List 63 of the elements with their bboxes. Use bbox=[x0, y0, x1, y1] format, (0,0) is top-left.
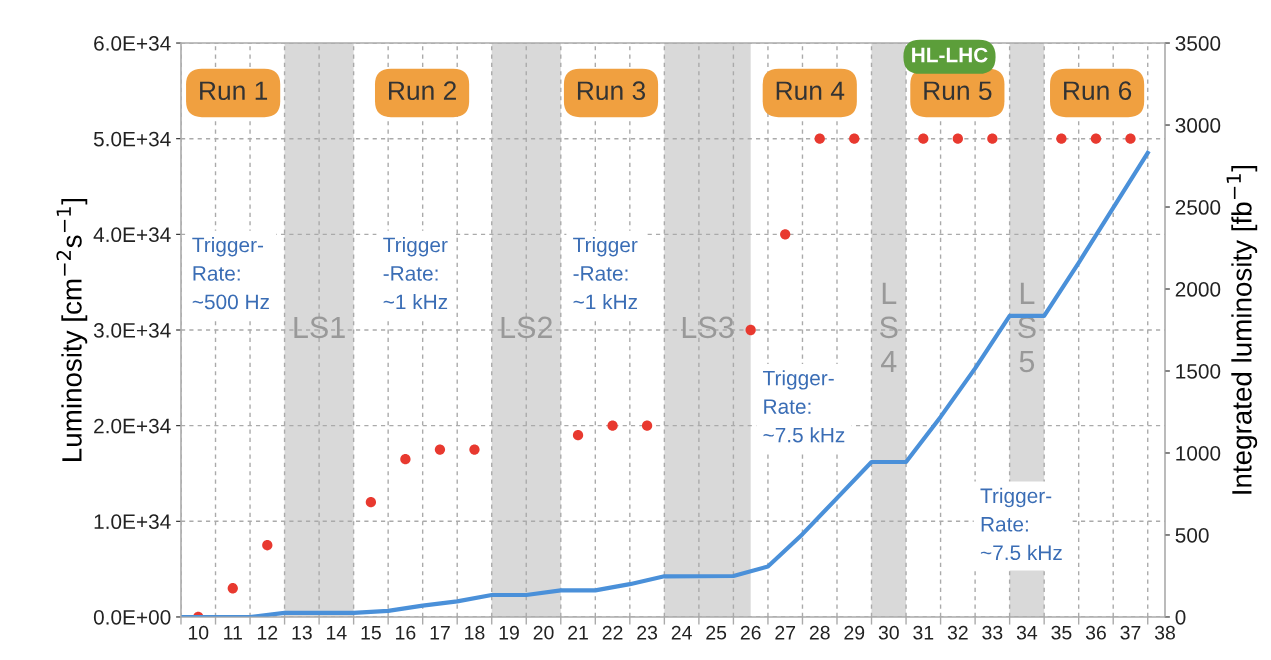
annotation: Trigger- Rate: ~500 Hz bbox=[192, 237, 269, 310]
y-axis-title: Luminosity [cm$^{−2}$s$^{−1}$] bbox=[56, 198, 88, 461]
annotation: Trigger- Rate: ~7.5 kHz bbox=[980, 487, 1062, 561]
x-tick-label: 26 bbox=[740, 625, 761, 640]
x-tick-label: 31 bbox=[913, 625, 934, 640]
annotation: Run 6 bbox=[1064, 81, 1132, 101]
y2-tick-label: 1000 bbox=[1176, 445, 1221, 461]
y2-tick-label: 0 bbox=[1175, 609, 1186, 625]
x-tick-label: 36 bbox=[1085, 625, 1106, 640]
x-tick-label: 21 bbox=[568, 625, 588, 640]
y2-tick-label: 1500 bbox=[1176, 364, 1221, 379]
x-tick-label: 30 bbox=[878, 625, 899, 640]
band-label: LS1 bbox=[294, 316, 345, 339]
band-label: LS3 bbox=[682, 316, 734, 339]
y-tick-label: 0.0E+00 bbox=[93, 609, 171, 625]
annotation: Trigger -Rate: ~1 kHz bbox=[573, 237, 638, 310]
annotation: Run 4 bbox=[776, 81, 845, 101]
x-tick-label: 19 bbox=[499, 625, 519, 640]
annotation: Trigger -Rate: ~1 kHz bbox=[383, 237, 448, 310]
x-tick-label: 14 bbox=[327, 626, 347, 640]
annotation: Run 3 bbox=[577, 81, 646, 101]
x-tick-label: 29 bbox=[844, 625, 865, 640]
x-tick-label: 10 bbox=[188, 625, 209, 640]
x-tick-label: 37 bbox=[1120, 625, 1141, 640]
x-tick-label: 17 bbox=[430, 626, 450, 640]
x-tick-label: 34 bbox=[1016, 625, 1038, 640]
band-label: LS2 bbox=[501, 316, 552, 339]
y-tick-label: 5.0E+34 bbox=[93, 131, 171, 147]
x-tick-label: 20 bbox=[533, 625, 554, 640]
y2-tick-label: 2500 bbox=[1175, 200, 1221, 215]
annotation: HL-LHC bbox=[912, 47, 988, 63]
annotation: Run 5 bbox=[924, 81, 992, 101]
annotation: Run 1 bbox=[200, 81, 268, 101]
x-tick-label: 38 bbox=[1154, 625, 1175, 640]
x-tick-label: 12 bbox=[257, 625, 278, 640]
annotation: Trigger- Rate: ~7.5 kHz bbox=[763, 370, 845, 443]
y2-tick-label: 3500 bbox=[1175, 36, 1221, 51]
band-label: L S 4 bbox=[879, 282, 898, 372]
x-tick-label: 32 bbox=[947, 625, 968, 640]
x-tick-label: 11 bbox=[224, 626, 242, 640]
annotation: Run 2 bbox=[389, 81, 456, 101]
y2-tick-label: 2000 bbox=[1175, 282, 1221, 297]
x-tick-label: 15 bbox=[361, 626, 381, 640]
y-tick-label: 2.0E+34 bbox=[94, 418, 171, 434]
y-tick-label: 3.0E+34 bbox=[93, 323, 171, 338]
y-tick-label: 1.0E+34 bbox=[94, 514, 171, 530]
x-tick-label: 24 bbox=[671, 625, 692, 640]
y2-axis-title: Integrated luminosity [fb$^{−1}$] bbox=[1226, 165, 1258, 494]
x-tick-label: 25 bbox=[706, 625, 727, 640]
x-tick-label: 27 bbox=[775, 625, 796, 640]
y2-tick-label: 3000 bbox=[1175, 118, 1221, 133]
x-tick-label: 22 bbox=[602, 625, 623, 640]
y-tick-label: 4.0E+34 bbox=[93, 227, 171, 243]
x-tick-label: 18 bbox=[465, 625, 485, 640]
x-tick-label: 23 bbox=[637, 625, 658, 640]
x-tick-label: 33 bbox=[982, 625, 1003, 640]
line-series bbox=[180, 150, 1150, 617]
x-tick-label: 28 bbox=[809, 625, 830, 640]
x-tick-label: 13 bbox=[292, 625, 312, 640]
x-tick-label: 16 bbox=[396, 625, 416, 640]
y2-tick-label: 500 bbox=[1175, 527, 1209, 543]
y-tick-label: 6.0E+34 bbox=[94, 36, 171, 51]
x-tick-label: 35 bbox=[1051, 625, 1072, 640]
